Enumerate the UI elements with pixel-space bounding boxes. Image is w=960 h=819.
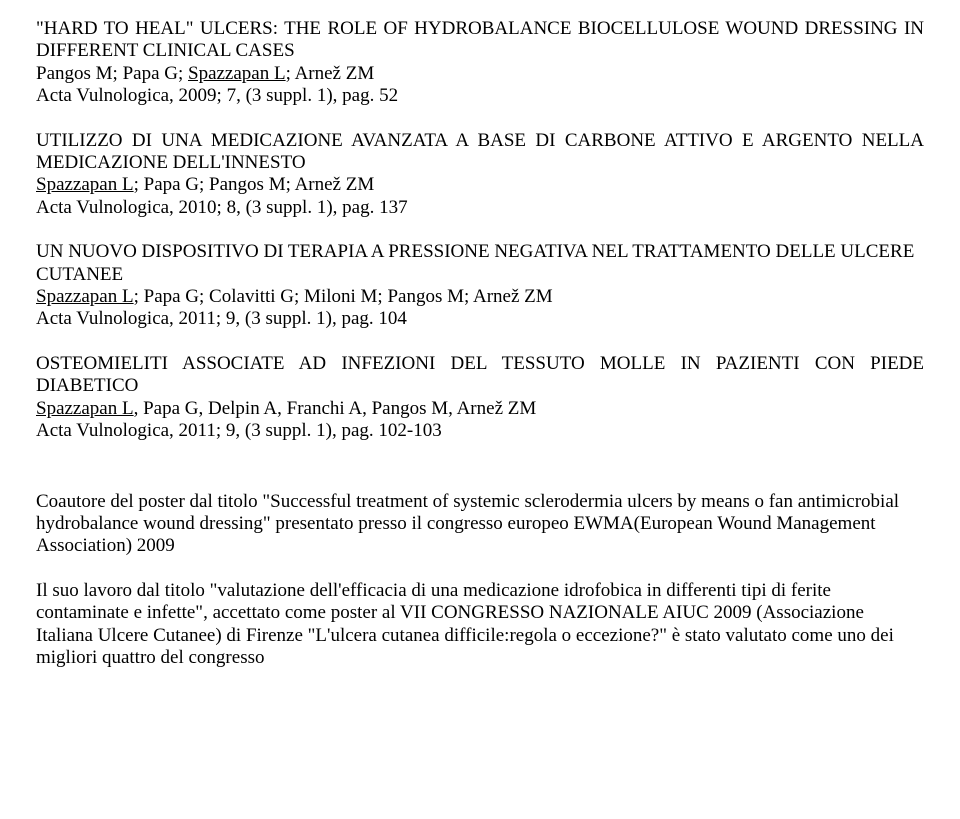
authors-post: , Papa G, Delpin A, Franchi A, Pangos M,… [134, 398, 537, 419]
author-underlined: Spazzapan L [36, 286, 134, 307]
pub-ref: Acta Vulnologica, 2009; 7, (3 suppl. 1),… [36, 85, 398, 106]
author-underlined: Spazzapan L [36, 398, 134, 419]
publication-entry: UN NUOVO DISPOSITIVO DI TERAPIA A PRESSI… [36, 241, 924, 331]
note-paragraph: Coautore del poster dal titolo "Successf… [36, 491, 924, 558]
pub-title: UN NUOVO DISPOSITIVO DI TERAPIA A PRESSI… [36, 241, 914, 284]
pub-title: "HARD TO HEAL" ULCERS: THE ROLE OF HYDRO… [36, 18, 924, 61]
publication-entry: OSTEOMIELITI ASSOCIATE AD INFEZIONI DEL … [36, 353, 924, 443]
author-underlined: Spazzapan L [188, 63, 286, 84]
pub-title: UTILIZZO DI UNA MEDICAZIONE AVANZATA A B… [36, 130, 924, 173]
pub-ref: Acta Vulnologica, 2011; 9, (3 suppl. 1),… [36, 420, 442, 441]
note-paragraph: Il suo lavoro dal titolo "valutazione de… [36, 580, 924, 670]
publication-entry: "HARD TO HEAL" ULCERS: THE ROLE OF HYDRO… [36, 18, 924, 108]
authors-pre: Pangos M; Papa G; [36, 63, 188, 84]
author-underlined: Spazzapan L [36, 174, 134, 195]
publication-entry: UTILIZZO DI UNA MEDICAZIONE AVANZATA A B… [36, 130, 924, 220]
authors-post: ; Arnež ZM [286, 63, 375, 84]
pub-title: OSTEOMIELITI ASSOCIATE AD INFEZIONI DEL … [36, 353, 924, 396]
pub-ref: Acta Vulnologica, 2011; 9, (3 suppl. 1),… [36, 308, 407, 329]
pub-ref: Acta Vulnologica, 2010; 8, (3 suppl. 1),… [36, 197, 408, 218]
authors-post: ; Papa G; Colavitti G; Miloni M; Pangos … [134, 286, 553, 307]
authors-post: ; Papa G; Pangos M; Arnež ZM [134, 174, 375, 195]
